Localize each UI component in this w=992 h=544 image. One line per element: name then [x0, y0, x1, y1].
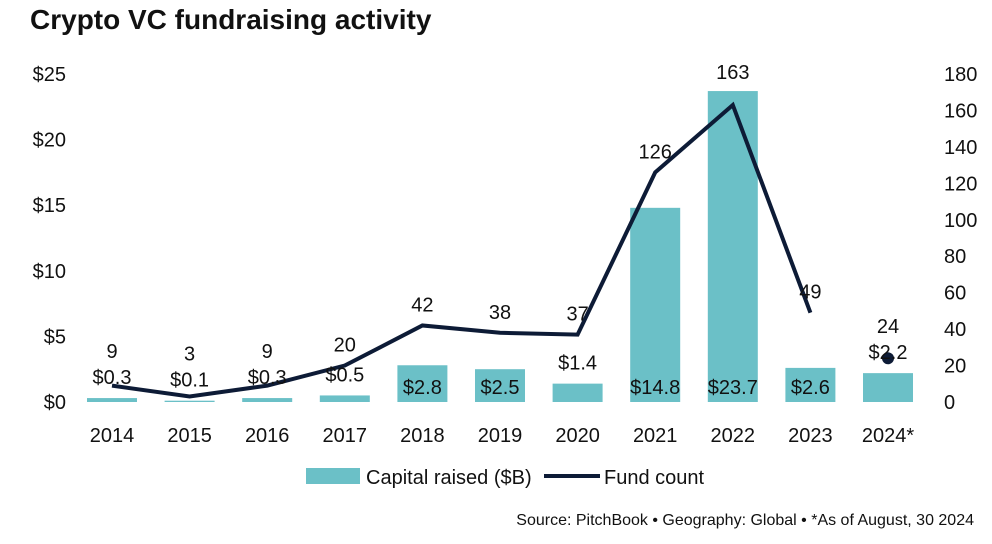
- bar-value-label: $0.1: [170, 370, 209, 392]
- y-right-tick-label: 160: [944, 100, 977, 122]
- y-right-tick-label: 60: [944, 283, 966, 305]
- bar-2021: [630, 207, 681, 402]
- legend-bar-label: Capital raised ($B): [366, 467, 532, 489]
- x-tick-label: 2019: [478, 425, 523, 447]
- y-right-tick-label: 40: [944, 319, 966, 341]
- bar-value-label: $0.5: [325, 364, 364, 386]
- bar-2019: [475, 369, 525, 402]
- x-tick-label: 2017: [323, 425, 368, 447]
- x-tick-label: 2022: [711, 425, 756, 447]
- fund-count-label: 126: [639, 141, 672, 163]
- fund-count-label: 9: [262, 341, 273, 363]
- y-left-tick-label: $25: [33, 64, 66, 86]
- bar-2018: [397, 365, 448, 402]
- bar-value-label: $1.4: [558, 353, 597, 375]
- x-tick-label: 2015: [167, 425, 212, 447]
- bar-2024: [863, 373, 913, 402]
- bar-value-label: $0.3: [248, 367, 287, 389]
- x-tick-label: 2016: [245, 425, 290, 447]
- bar-value-label: $2.2: [869, 342, 908, 364]
- fund-count-label: 24: [877, 316, 899, 338]
- x-tick-label: 2014: [90, 425, 135, 447]
- fund-count-marker-2024: [882, 352, 894, 365]
- bar-value-label: $0.3: [93, 367, 132, 389]
- y-right-tick-label: 140: [944, 137, 977, 159]
- y-right-tick-label: 80: [944, 246, 966, 268]
- y-left-tick-label: $5: [44, 326, 66, 348]
- y-right-tick-label: 180: [944, 64, 977, 86]
- fund-count-label: 42: [411, 294, 433, 316]
- y-right-tick-label: 20: [944, 356, 966, 378]
- y-right-tick-label: 0: [944, 392, 955, 414]
- bar-value-label: $23.7: [708, 377, 758, 399]
- fund-count-label: 163: [716, 62, 749, 84]
- fund-count-label: 3: [184, 344, 195, 366]
- fund-count-line: [111, 101, 813, 399]
- bar-value-label: $2.6: [791, 377, 830, 399]
- chart-title: Crypto VC fundraising activity: [30, 4, 432, 35]
- bar-2015: [164, 400, 215, 402]
- y-right-tick-label: 100: [944, 210, 977, 232]
- x-tick-label: 2023: [788, 425, 833, 447]
- x-tick-label: 2018: [400, 425, 445, 447]
- bar-2023: [785, 367, 836, 402]
- bar-value-label: $2.8: [403, 377, 442, 399]
- source-line: Source: PitchBook • Geography: Global • …: [516, 512, 974, 529]
- bar-value-label: $2.5: [481, 377, 520, 399]
- x-tick-label: 2020: [555, 425, 600, 447]
- bar-value-label: $14.8: [630, 377, 680, 399]
- bar-2020: [552, 383, 603, 402]
- y-left-tick-label: $0: [44, 392, 66, 414]
- x-tick-label: 2024*: [862, 425, 914, 447]
- fund-count-label: 49: [799, 282, 821, 304]
- legend-bar-swatch: [306, 468, 360, 484]
- bar-2017: [319, 395, 370, 402]
- fund-count-label: 9: [106, 341, 117, 363]
- fund-count-label: 20: [334, 335, 356, 357]
- y-left-tick-label: $10: [33, 261, 66, 283]
- line-layer: [111, 101, 894, 399]
- bar-2014: [87, 398, 137, 402]
- fund-count-label: 37: [566, 304, 588, 326]
- y-axis-left: $0 $5 $10 $15 $20 $25: [33, 64, 66, 414]
- labels-layer: $0.3 $0.1 $0.3 $0.5 $2.8 $2.5 $1.4 $14.8 $23.7 $2…: [93, 62, 908, 399]
- legend: Capital raised ($B) Fund count: [306, 467, 705, 489]
- fund-count-label: 38: [489, 302, 511, 324]
- bar-2016: [242, 398, 293, 402]
- bar-2022: [707, 91, 758, 402]
- y-right-tick-label: 120: [944, 173, 977, 195]
- y-left-tick-label: $15: [33, 195, 66, 217]
- y-axis-right: 0 20 40 60 80 100 120 140 160 180: [944, 64, 977, 414]
- legend-line-label: Fund count: [604, 467, 705, 489]
- x-tick-label: 2021: [633, 425, 678, 447]
- y-left-tick-label: $20: [33, 130, 66, 152]
- x-axis: 2014 2015 2016 2017 2018 2019 2020 2021 2022 2023…: [90, 425, 915, 447]
- bars-layer: [87, 91, 913, 402]
